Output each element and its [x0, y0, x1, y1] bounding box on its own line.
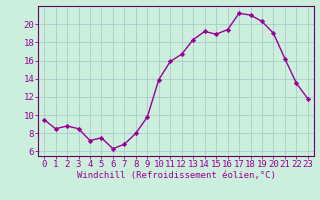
X-axis label: Windchill (Refroidissement éolien,°C): Windchill (Refroidissement éolien,°C): [76, 171, 276, 180]
